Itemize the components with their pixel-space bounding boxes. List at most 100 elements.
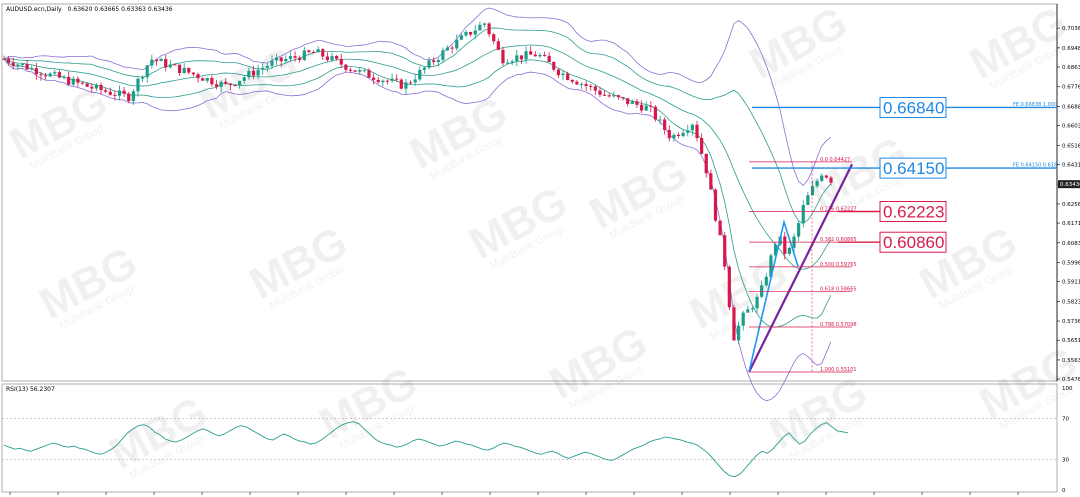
candle-body: [510, 61, 514, 63]
candle-body: [214, 84, 219, 87]
candle-body: [39, 74, 43, 76]
candle-body: [445, 47, 450, 51]
candle-body: [695, 124, 699, 139]
candle-body: [496, 41, 500, 50]
candle-body: [164, 58, 168, 68]
candle-body: [413, 79, 417, 83]
candle-body: [99, 84, 103, 91]
candle-body: [598, 90, 602, 95]
candle-body: [797, 223, 801, 237]
candle-body: [16, 64, 20, 66]
level-label: 0.66840: [883, 98, 944, 117]
candle-body: [556, 69, 560, 76]
candles: [2, 21, 833, 345]
candle-body: [829, 177, 833, 183]
candle-body: [487, 23, 491, 35]
candle-body: [145, 65, 149, 78]
candle-body: [270, 60, 274, 66]
candle-body: [76, 78, 80, 83]
candle-body: [205, 77, 209, 81]
candle-body: [335, 56, 339, 59]
candle-body: [579, 84, 584, 86]
candle-body: [339, 58, 343, 65]
candle-body: [67, 76, 71, 85]
candle-body: [2, 58, 6, 60]
candle-body: [566, 73, 570, 80]
candle-body: [432, 60, 436, 62]
candle-body: [547, 55, 551, 62]
candle-body: [727, 266, 731, 308]
candle-body: [690, 124, 694, 131]
drawings[interactable]: 0.0 0.64427 0.236 0.62227 0.382 0.60865 0.5…: [748, 157, 857, 373]
candle-body: [478, 24, 482, 31]
candle-body: [815, 180, 819, 187]
candle-body: [667, 130, 671, 139]
candle-body: [395, 78, 399, 80]
candle-body: [570, 79, 574, 82]
fib-label: 0.0 0.64427: [820, 157, 850, 163]
candle-body: [20, 63, 25, 65]
candle-body: [603, 94, 607, 96]
candle-body: [746, 309, 750, 313]
candle-body: [11, 62, 15, 66]
candle-body: [450, 47, 454, 49]
candle-body: [676, 134, 681, 137]
candle-body: [399, 79, 403, 89]
candle-body: [62, 76, 66, 78]
candle-body: [501, 49, 505, 64]
price-levels[interactable]: FE 0.66838 1.000 0.66840 FE 0.64150 0.618 0…: [752, 96, 1057, 253]
level-label-box: [879, 231, 947, 253]
candle-body: [30, 68, 34, 70]
candle-body: [787, 247, 791, 254]
candle-body: [575, 81, 579, 85]
candle-body: [736, 325, 741, 341]
candle-body: [307, 50, 311, 53]
candle-body: [505, 62, 510, 64]
outer-band-upper: [3, 7, 832, 186]
level-label: 0.64150: [883, 159, 944, 178]
candle-body: [154, 59, 159, 62]
current-price-box: [1058, 180, 1080, 189]
candle-body: [279, 57, 283, 62]
candle-body: [196, 74, 200, 79]
inner-band-lower: [3, 58, 832, 328]
candle-body: [353, 70, 357, 72]
rsi-label: RSI(13) 56.2307: [6, 386, 55, 393]
candle-body: [191, 72, 196, 75]
candle-body: [750, 308, 755, 310]
candle-body: [653, 106, 658, 120]
candle-body: [723, 235, 727, 267]
candle-body: [533, 54, 537, 57]
candle-body: [473, 30, 477, 35]
candle-body: [302, 50, 306, 61]
candle-body: [515, 55, 519, 62]
candle-body: [663, 119, 667, 131]
candle-body: [773, 244, 778, 256]
candle-body: [801, 205, 805, 224]
candle-body: [672, 134, 676, 139]
rsi-pane-frame: [1, 383, 1058, 493]
price-tick-label: 0.54785: [1062, 377, 1080, 383]
candle-body: [441, 50, 445, 60]
candle-body: [127, 93, 131, 102]
candle-body: [482, 23, 487, 25]
candle-body: [755, 296, 759, 309]
candle-body: [288, 56, 293, 60]
candle-body: [251, 70, 256, 76]
fe-level-text: FE 0.64150 0.618: [1013, 163, 1057, 169]
candle-body: [764, 276, 768, 286]
candle-body: [298, 57, 302, 61]
candle-body: [293, 56, 297, 58]
